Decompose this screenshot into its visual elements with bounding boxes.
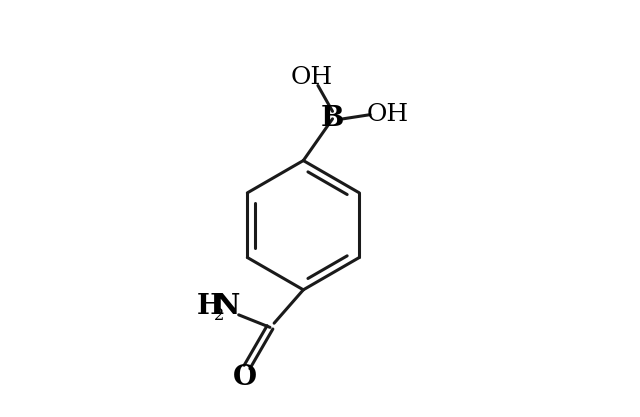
- Text: H: H: [196, 293, 223, 320]
- Text: OH: OH: [367, 103, 409, 126]
- Text: OH: OH: [291, 65, 333, 89]
- Text: B: B: [321, 106, 344, 132]
- Text: 2: 2: [214, 307, 224, 324]
- Text: O: O: [233, 364, 257, 391]
- Text: N: N: [215, 293, 240, 320]
